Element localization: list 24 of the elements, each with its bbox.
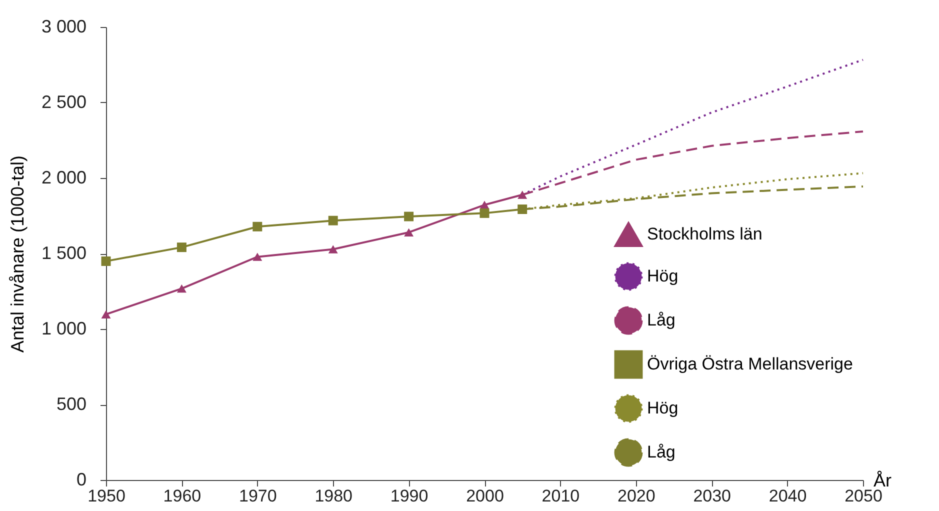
y-tick-label: 500 — [56, 394, 86, 414]
legend-label: Låg — [647, 310, 676, 330]
x-tick-label: 1980 — [314, 486, 353, 506]
x-tick-label: 1950 — [88, 486, 126, 506]
y-tick-label: 2 500 — [41, 92, 86, 112]
y-tick-label: 1 000 — [41, 318, 86, 338]
y-axis-title: Antal invånare (1000-tal) — [7, 155, 28, 353]
x-tick-label: 1990 — [390, 486, 428, 506]
y-tick-label: 2 000 — [41, 168, 86, 188]
y-tick-label: 1 500 — [41, 243, 86, 263]
legend-label: Låg — [647, 442, 676, 462]
x-tick-label: 2000 — [466, 486, 504, 506]
legend-label: Övriga Östra Mellansverige — [647, 354, 853, 374]
y-tick-label: 0 — [76, 470, 86, 490]
legend-label: Stockholms län — [647, 224, 762, 244]
legend-label: Hög — [647, 398, 678, 418]
x-tick-label: 2030 — [693, 486, 732, 506]
x-tick-label: 1960 — [163, 486, 202, 506]
x-tick-label: 2010 — [542, 486, 580, 506]
x-tick-label: 1970 — [238, 486, 277, 506]
x-tick-label: 2040 — [768, 486, 807, 506]
x-tick-label: 2020 — [617, 486, 656, 506]
legend-label: Hög — [647, 266, 678, 286]
y-tick-label: 3 000 — [41, 16, 86, 36]
